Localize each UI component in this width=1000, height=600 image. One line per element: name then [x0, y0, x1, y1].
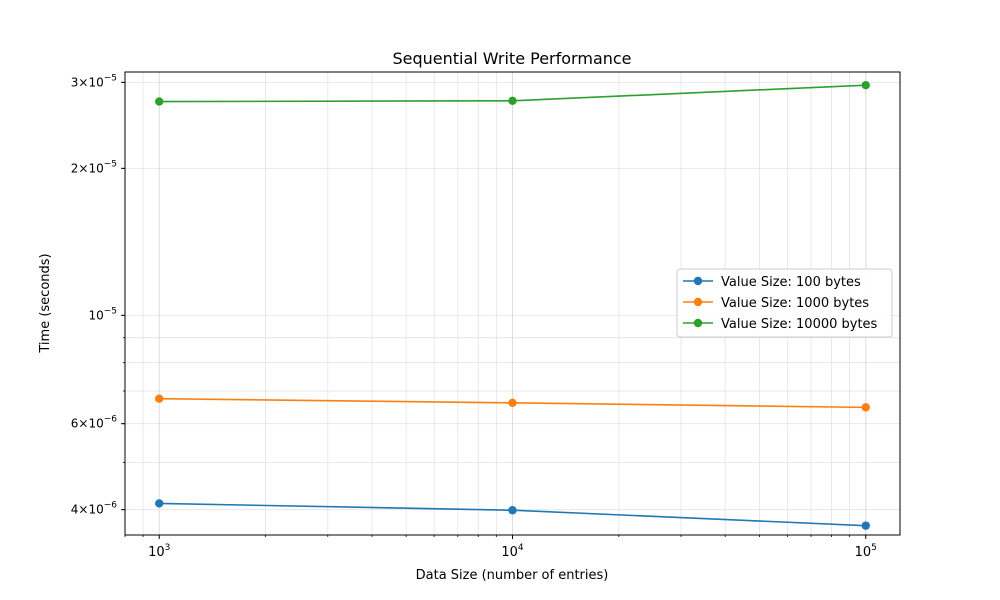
legend-marker-1 — [693, 297, 703, 307]
x-tick-label: 105 — [855, 543, 877, 560]
legend-box — [676, 268, 893, 338]
grid — [124, 72, 900, 535]
y-axis-label: Time (seconds) — [38, 253, 53, 353]
legend-marker-2 — [693, 318, 703, 328]
data-point-2-1 — [508, 96, 517, 106]
tick-layer: 103 104 105 4×10−6 6×10−6 10−5 2×10−5 3×10−5 — [71, 73, 877, 560]
x-axis-label: Data Size (number of entries) — [416, 568, 609, 583]
chart-title: Sequential Write Performance — [392, 49, 631, 68]
legend-label-2: Value Size: 10000 bytes — [721, 317, 878, 332]
data-point-1-0 — [155, 394, 164, 403]
x-tick-label: 104 — [501, 543, 524, 560]
legend-label-1: Value Size: 1000 bytes — [721, 296, 869, 311]
x-tick-label: 103 — [148, 543, 170, 560]
data-point-2-2 — [861, 80, 870, 90]
legend-label-0: Value Size: 100 bytes — [721, 275, 861, 290]
data-point-0-1 — [508, 506, 517, 515]
y-tick-label: 10−5 — [88, 306, 117, 322]
y-tick-label: 3×10−5 — [71, 73, 117, 89]
data-point-0-2 — [861, 521, 870, 530]
series-layer — [155, 80, 870, 530]
data-point-1-1 — [508, 398, 517, 408]
data-point-0-0 — [155, 499, 164, 508]
data-point-2-0 — [155, 97, 164, 106]
legend-marker-0 — [693, 276, 703, 286]
y-tick-label: 6×10−6 — [71, 415, 118, 431]
legend: Value Size: 100 bytes Value Size: 1000 by… — [676, 268, 893, 338]
y-tick-label: 4×10−6 — [71, 501, 118, 517]
data-point-1-2 — [861, 403, 870, 412]
y-tick-label: 2×10−5 — [71, 159, 117, 175]
